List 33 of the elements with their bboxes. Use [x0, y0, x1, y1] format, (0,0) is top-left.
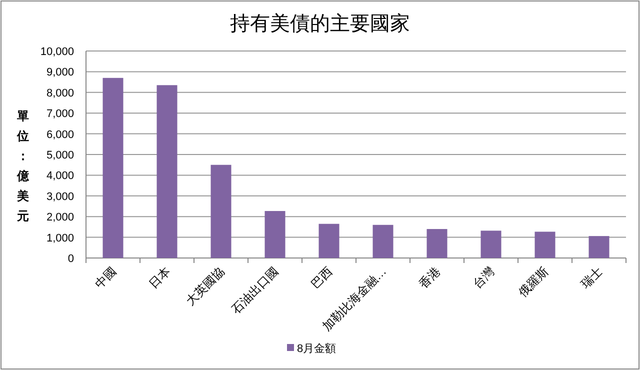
y-tick-label: 7,000 — [46, 108, 74, 120]
x-tick-label: 俄羅斯 — [516, 264, 552, 300]
chart-title: 持有美債的主要國家 — [230, 12, 410, 35]
legend-label: 8月金額 — [297, 342, 336, 355]
x-tick-label: 石油出口國 — [228, 264, 282, 317]
y-tick-label: 6,000 — [46, 128, 74, 141]
bar — [318, 224, 340, 258]
y-tick-label: 0 — [68, 253, 74, 265]
y-tick-label: 10,000 — [40, 46, 74, 58]
bar — [264, 211, 286, 258]
bar — [426, 229, 448, 258]
bar — [480, 230, 502, 258]
x-tick-label: 台灣 — [470, 264, 498, 292]
bar — [372, 224, 394, 258]
bar — [588, 236, 610, 258]
y-tick-label: 5,000 — [46, 150, 74, 162]
y-tick-label: 4,000 — [46, 170, 74, 182]
y-tick-label: 8,000 — [46, 87, 74, 100]
x-tick-label: 香港 — [416, 264, 444, 292]
x-tick-label: 日本 — [146, 264, 174, 292]
y-axis-title: 單位：億美元 — [16, 109, 30, 223]
y-tick-label: 2,000 — [46, 212, 74, 224]
x-tick-label: 巴西 — [308, 264, 336, 292]
bar — [534, 232, 556, 258]
bar — [102, 78, 124, 258]
y-tick-label: 9,000 — [46, 66, 74, 79]
x-tick-label: 中國 — [92, 264, 120, 292]
y-tick-label: 1,000 — [46, 232, 74, 244]
bar — [210, 164, 232, 258]
x-tick-label: 瑞士 — [578, 264, 606, 292]
y-tick-label: 3,000 — [46, 190, 74, 203]
bar — [156, 85, 178, 258]
x-tick-label: 大英國協 — [183, 264, 228, 308]
